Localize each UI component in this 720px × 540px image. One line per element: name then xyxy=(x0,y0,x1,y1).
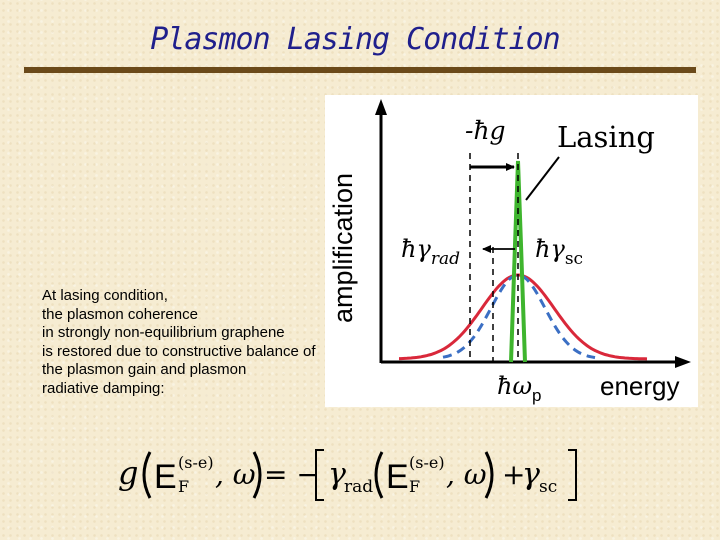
formula-sub-2: F xyxy=(409,477,420,496)
caption-line: is restored due to constructive balance … xyxy=(42,342,316,360)
formula-bracket xyxy=(315,449,324,501)
formula-svg: g E (s-e) F , ω = − γ rad E (s-e) F , ω … xyxy=(118,449,577,501)
formula-sub: F xyxy=(178,477,189,496)
formula-sc: sc xyxy=(539,477,557,497)
lasing-green-peak xyxy=(509,160,527,363)
formula-paren xyxy=(484,451,494,499)
x-axis-arrowhead xyxy=(675,356,691,368)
formula-gamma-2: γ xyxy=(522,457,540,492)
caption-line: radiative damping: xyxy=(42,379,165,397)
formula-E: E xyxy=(154,458,177,496)
title-underline xyxy=(24,67,696,73)
omega-p-label: ħωp xyxy=(497,372,542,405)
formula-paren xyxy=(374,451,384,499)
lasing-diagram-svg: amplification energy Lasing -ħg ħγrad ħγ… xyxy=(328,99,691,405)
gain-label: -ħg xyxy=(465,116,506,145)
gamma-sc-label: ħγsc xyxy=(535,235,583,269)
gamma-rad-label: ħγrad xyxy=(401,235,460,269)
formula-paren xyxy=(252,451,262,499)
caption-line: At lasing condition, xyxy=(42,287,168,304)
lasing-label: Lasing xyxy=(557,120,655,154)
lasing-formula: g E (s-e) F , ω = − γ rad E (s-e) F , ω … xyxy=(112,438,592,508)
dashed-blue-curve xyxy=(442,273,596,360)
formula-omega-2: , ω xyxy=(446,458,487,491)
formula-bracket xyxy=(568,449,577,501)
formula-g: g xyxy=(118,454,138,492)
slide-title: Plasmon Lasing Condition xyxy=(150,22,560,57)
caption-text: At lasing condition, the plasmon coheren… xyxy=(42,287,382,398)
formula-omega: , ω xyxy=(215,458,256,491)
caption-line: in strongly non-equilibrium graphene xyxy=(42,324,285,341)
formula-E-2: E xyxy=(386,458,409,496)
formula-paren xyxy=(142,451,152,499)
formula-equals-minus: = − xyxy=(264,458,320,491)
y-axis-label: amplification xyxy=(328,173,358,323)
lasing-pointer xyxy=(525,156,560,201)
caption-line: the plasmon coherence xyxy=(42,305,198,323)
y-axis-arrowhead xyxy=(375,99,387,115)
formula-sup: (s-e) xyxy=(178,453,214,472)
lasing-diagram: amplification energy Lasing -ħg ħγrad ħγ… xyxy=(325,95,698,407)
formula-plus: + xyxy=(502,458,525,491)
formula-rad: rad xyxy=(344,477,373,497)
x-axis-label: energy xyxy=(600,371,680,401)
formula-sup-2: (s-e) xyxy=(409,453,445,472)
caption-line: the plasmon gain and plasmon xyxy=(42,361,247,378)
formula-gamma-1: γ xyxy=(328,457,346,492)
